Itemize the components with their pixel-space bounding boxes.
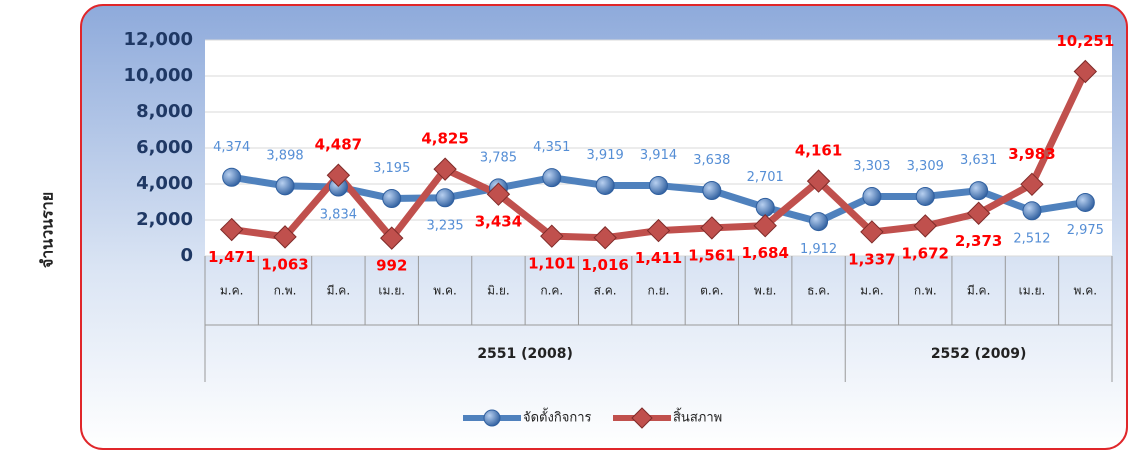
- x-tick-label: ธ.ค.: [807, 284, 830, 298]
- x-tick-label: ก.ย.: [648, 284, 670, 298]
- group-label: 2552 (2009): [931, 346, 1027, 362]
- marker: [649, 176, 668, 196]
- marker: [860, 220, 884, 244]
- x-tick-label: ต.ค.: [700, 284, 723, 298]
- marker: [326, 163, 351, 187]
- data-label: 4,487: [315, 136, 362, 154]
- x-tick-label: เม.ย.: [378, 284, 405, 298]
- y-tick-label: 12,000: [124, 29, 193, 50]
- marker: [646, 218, 671, 243]
- data-label: 4,374: [213, 140, 250, 155]
- x-tick-label: พ.ย.: [754, 284, 777, 298]
- data-label: 4,351: [533, 140, 570, 155]
- marker: [380, 226, 404, 250]
- marker: [540, 224, 564, 248]
- marker: [862, 187, 882, 207]
- marker: [806, 169, 831, 193]
- y-axis-title: จำนวนราย: [38, 192, 57, 268]
- data-label: 1,471: [208, 248, 255, 266]
- data-label: 3,898: [266, 148, 303, 163]
- data-label: 3,914: [640, 148, 677, 163]
- y-tick-label: 4,000: [136, 173, 193, 194]
- marker: [700, 216, 724, 240]
- x-tick-label: ก.ค.: [540, 284, 563, 298]
- data-label: 1,912: [800, 242, 837, 257]
- x-tick-label: พ.ค.: [1074, 284, 1098, 298]
- marker: [222, 167, 242, 187]
- x-tick-label: มี.ค.: [967, 284, 991, 298]
- x-tick-label: มี.ค.: [327, 284, 351, 298]
- marker: [966, 201, 991, 225]
- data-label: 3,434: [475, 213, 522, 231]
- marker: [595, 175, 615, 195]
- x-tick-label: ส.ค.: [594, 284, 617, 298]
- marker: [593, 226, 617, 250]
- marker: [382, 188, 402, 208]
- marker: [542, 168, 562, 188]
- y-tick-label: 8,000: [136, 101, 193, 122]
- x-tick-label: ก.พ.: [274, 284, 297, 298]
- marker: [275, 176, 295, 196]
- data-label: 1,101: [528, 255, 575, 273]
- marker: [1075, 192, 1095, 212]
- y-tick-label: 10,000: [124, 65, 193, 86]
- data-label: 3,983: [1008, 145, 1055, 163]
- data-label: 1,337: [848, 250, 895, 268]
- x-tick-label: ม.ค.: [220, 284, 244, 298]
- y-tick-label: 6,000: [136, 137, 193, 158]
- data-label: 3,235: [426, 218, 463, 233]
- data-label: 1,672: [902, 244, 949, 262]
- y-tick-label: 2,000: [136, 209, 193, 230]
- x-tick-label: ม.ค.: [860, 284, 884, 298]
- data-label: 1,411: [635, 249, 682, 267]
- data-label: 1,016: [581, 256, 628, 274]
- data-label: 1,684: [741, 244, 788, 262]
- legend-label: จัดตั้งกิจการ: [523, 408, 592, 426]
- group-label: 2551 (2008): [477, 346, 573, 362]
- marker: [702, 181, 722, 201]
- marker: [913, 214, 937, 238]
- marker: [753, 213, 777, 238]
- marker: [969, 181, 989, 201]
- data-label: 3,195: [373, 161, 410, 176]
- marker: [1022, 201, 1042, 221]
- data-label: 3,631: [960, 153, 997, 168]
- data-label: 2,975: [1067, 223, 1104, 238]
- marker: [433, 157, 457, 181]
- data-label: 4,161: [795, 142, 842, 160]
- marker: [1020, 172, 1044, 197]
- x-tick-label: มิ.ย.: [487, 284, 510, 298]
- marker: [915, 186, 935, 206]
- data-label: 3,309: [907, 159, 944, 174]
- data-label: 3,638: [693, 153, 730, 168]
- marker: [435, 188, 455, 208]
- data-label: 4,825: [421, 130, 468, 148]
- data-label: 3,785: [480, 150, 517, 165]
- data-label: 1,063: [261, 255, 308, 273]
- data-label: 2,701: [747, 170, 784, 185]
- data-label: 3,834: [320, 207, 357, 222]
- x-tick-label: เม.ย.: [1019, 284, 1046, 298]
- x-tick-label: ก.พ.: [914, 284, 937, 298]
- legend-marker: [483, 409, 501, 427]
- data-label: 2,373: [955, 232, 1002, 250]
- marker: [486, 182, 511, 206]
- marker: [273, 225, 297, 249]
- data-label: 992: [376, 257, 407, 275]
- marker: [755, 197, 775, 217]
- data-label: 2,512: [1013, 231, 1050, 246]
- legend-label: สิ้นสภาพ: [673, 408, 722, 426]
- x-tick-label: พ.ค.: [433, 284, 457, 298]
- data-label: 3,303: [853, 159, 890, 174]
- legend-marker: [631, 407, 653, 429]
- data-label: 3,919: [587, 148, 624, 163]
- marker: [809, 212, 829, 232]
- y-tick-label: 0: [180, 245, 193, 266]
- marker: [1073, 59, 1098, 84]
- data-label: 1,561: [688, 246, 735, 264]
- data-label: 10,251: [1056, 32, 1114, 50]
- marker: [219, 217, 244, 242]
